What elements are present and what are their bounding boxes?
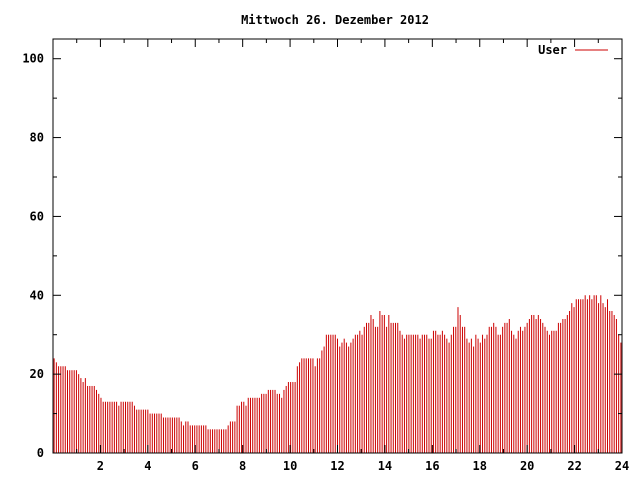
y-tick-label: 0: [37, 446, 44, 460]
x-tick-label: 16: [425, 459, 439, 473]
legend: User: [538, 43, 608, 57]
y-tick-label: 20: [30, 367, 44, 381]
x-tick-label: 20: [520, 459, 534, 473]
x-tick-label: 18: [473, 459, 487, 473]
plot-border: [52, 38, 623, 454]
y-tick-label: 80: [30, 131, 44, 145]
x-tick-label: 2: [97, 459, 104, 473]
x-tick-label: 24: [615, 459, 629, 473]
x-tick-label: 22: [567, 459, 581, 473]
x-tick-label: 6: [192, 459, 199, 473]
x-tick-label: 14: [378, 459, 392, 473]
x-tick-label: 12: [330, 459, 344, 473]
x-tick-label: 10: [283, 459, 297, 473]
x-tick-label: 8: [239, 459, 246, 473]
chart-title: Mittwoch 26. Dezember 2012: [241, 13, 429, 27]
x-tick-label: 4: [144, 459, 151, 473]
y-tick-label: 40: [30, 288, 44, 302]
legend-label: User: [538, 43, 567, 57]
y-tick-label: 100: [22, 52, 44, 66]
y-tick-label: 60: [30, 209, 44, 223]
bar-series-user: [53, 295, 622, 453]
